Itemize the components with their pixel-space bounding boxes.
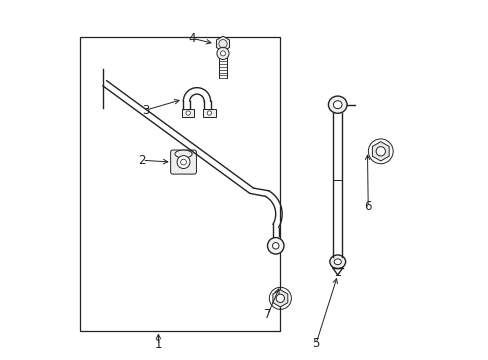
Ellipse shape [175, 150, 192, 158]
Polygon shape [372, 141, 388, 161]
Ellipse shape [329, 255, 345, 269]
FancyBboxPatch shape [170, 150, 196, 174]
Bar [80, 37, 280, 330]
Text: 5: 5 [312, 337, 319, 350]
Circle shape [272, 243, 279, 249]
Ellipse shape [333, 259, 341, 265]
Circle shape [185, 111, 190, 115]
Text: 6: 6 [364, 201, 371, 213]
Circle shape [217, 47, 228, 59]
Ellipse shape [333, 101, 341, 109]
Text: 7: 7 [264, 308, 271, 321]
Circle shape [220, 51, 225, 56]
Bar [203, 109, 215, 117]
Circle shape [177, 156, 190, 168]
Text: 4: 4 [188, 32, 196, 45]
Circle shape [207, 111, 211, 115]
Text: 3: 3 [142, 104, 149, 117]
Circle shape [375, 147, 385, 156]
Polygon shape [216, 36, 229, 51]
Circle shape [267, 238, 284, 254]
Polygon shape [272, 290, 287, 307]
Text: 2: 2 [138, 154, 146, 167]
Circle shape [180, 159, 186, 165]
Ellipse shape [328, 96, 346, 113]
Text: 1: 1 [154, 338, 162, 351]
Circle shape [276, 294, 284, 302]
Bar [182, 109, 194, 117]
